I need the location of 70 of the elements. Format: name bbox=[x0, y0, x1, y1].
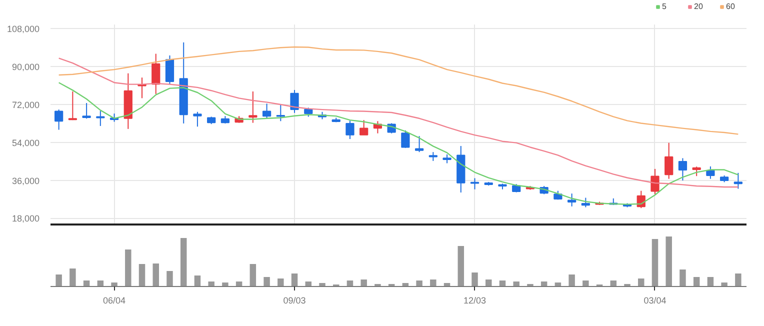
bar bbox=[278, 278, 284, 286]
legend-label: 5 bbox=[662, 2, 668, 11]
candlestick bbox=[734, 172, 742, 190]
bar bbox=[735, 274, 742, 286]
bar bbox=[194, 276, 201, 286]
bar bbox=[652, 239, 658, 286]
bar bbox=[638, 278, 644, 286]
candlestick bbox=[692, 166, 701, 177]
candlestick bbox=[290, 89, 299, 114]
candlestick bbox=[152, 53, 160, 94]
legend-label: 20 bbox=[694, 2, 704, 11]
candlestick bbox=[82, 102, 91, 120]
candlestick bbox=[68, 90, 77, 121]
y-tick-label: 54,000 bbox=[12, 138, 40, 148]
bar bbox=[416, 280, 422, 286]
candlestick bbox=[664, 142, 674, 180]
candlestick bbox=[304, 107, 313, 118]
bar bbox=[693, 277, 700, 286]
bar bbox=[264, 277, 270, 286]
candlestick bbox=[96, 110, 105, 126]
bar bbox=[291, 274, 298, 286]
bar bbox=[208, 282, 214, 286]
bar bbox=[707, 277, 714, 286]
bar bbox=[472, 272, 478, 286]
bar bbox=[568, 274, 575, 286]
candlestick bbox=[414, 136, 424, 153]
bar bbox=[222, 282, 228, 286]
bar bbox=[458, 246, 464, 286]
candlestick bbox=[165, 54, 174, 85]
bar bbox=[721, 282, 728, 286]
bar bbox=[111, 282, 118, 286]
y-tick-label: 72,000 bbox=[12, 100, 40, 110]
bar bbox=[360, 280, 367, 286]
bar bbox=[70, 268, 76, 286]
x-tick-label: 09/03 bbox=[283, 296, 306, 306]
candlestick bbox=[360, 120, 368, 136]
bar bbox=[513, 282, 520, 286]
y-tick-label: 90,000 bbox=[12, 62, 40, 72]
candlestick bbox=[248, 90, 258, 124]
x-tick-label: 06/04 bbox=[103, 296, 126, 306]
bar bbox=[582, 280, 589, 286]
bar bbox=[138, 264, 146, 286]
candlestick bbox=[567, 193, 576, 207]
candlestick bbox=[401, 130, 410, 148]
candlestick bbox=[650, 168, 660, 195]
bar bbox=[430, 280, 436, 286]
bar bbox=[680, 270, 686, 286]
y-tick-label: 36,000 bbox=[12, 176, 40, 186]
y-tick-label: 108,000 bbox=[6, 24, 40, 34]
bar bbox=[250, 264, 256, 286]
bar bbox=[56, 274, 62, 286]
x-tick-label: 03/04 bbox=[644, 296, 666, 306]
bar bbox=[125, 250, 132, 286]
candlestick bbox=[276, 104, 285, 122]
bar bbox=[152, 264, 159, 286]
x-tick-label: 12/03 bbox=[463, 296, 486, 306]
bar bbox=[180, 238, 187, 286]
line-series bbox=[58, 46, 739, 135]
bar bbox=[319, 283, 326, 286]
candlestick bbox=[706, 166, 715, 180]
candlestick bbox=[346, 120, 354, 140]
candlestick bbox=[193, 111, 202, 128]
candlestick bbox=[54, 109, 64, 130]
y-tick-label: 18,000 bbox=[12, 214, 40, 224]
bar bbox=[666, 236, 672, 286]
candlestick bbox=[581, 197, 590, 208]
legend-label: 60 bbox=[726, 2, 736, 11]
bar bbox=[166, 271, 173, 286]
candlestick bbox=[262, 103, 272, 119]
candlestick bbox=[678, 158, 688, 181]
